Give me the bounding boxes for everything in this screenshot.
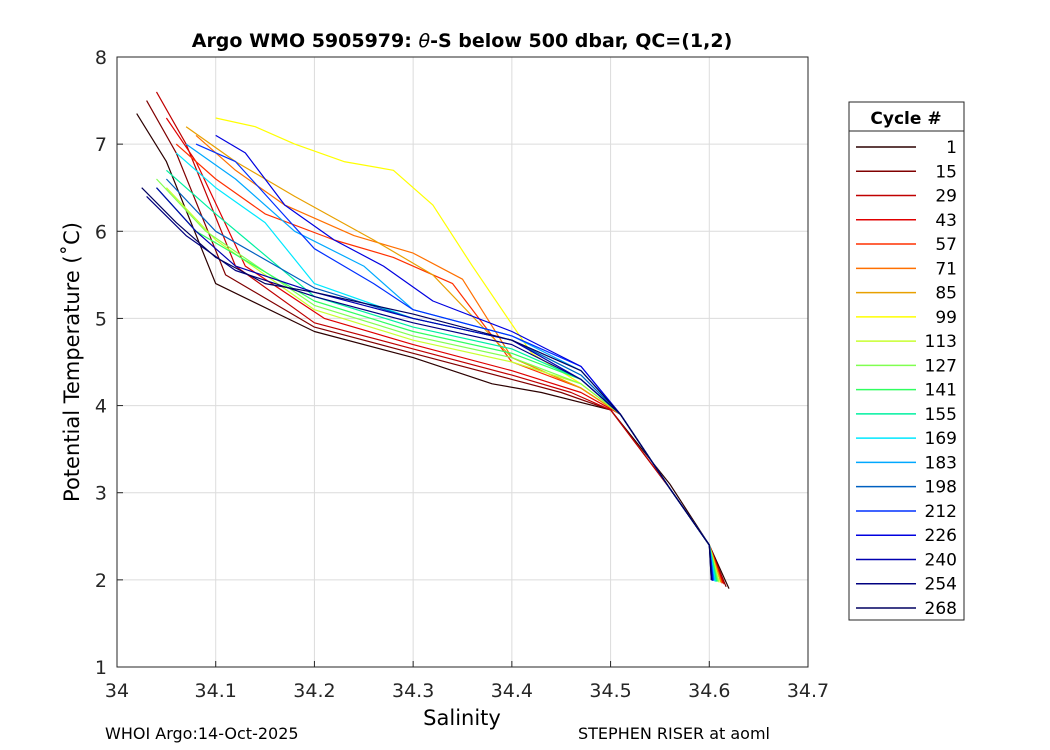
legend-label-cycle-240: 240 [925, 550, 957, 570]
legend: Cycle # 1 15 29 43 57 71 85 99 113 127 141 155 169 18… [848, 101, 965, 621]
legend-label-cycle-183: 183 [925, 453, 957, 473]
x-tick-label: 34.4 [491, 680, 533, 702]
series-line-cycle-212 [195, 143, 714, 581]
legend-label-cycle-254: 254 [925, 575, 957, 595]
legend-label-cycle-268: 268 [925, 599, 957, 619]
x-tick-label: 34.2 [293, 680, 335, 702]
legend-label-cycle-1: 1 [946, 138, 957, 158]
series-line-cycle-268 [141, 187, 712, 580]
y-axis-label: Potential Temperature (˚C) [60, 222, 84, 502]
y-tick-label: 5 [95, 308, 107, 330]
chart-title: Argo WMO 5905979: θ-S below 500 dbar, QC… [192, 30, 733, 52]
legend-label-cycle-141: 141 [925, 381, 957, 401]
y-tick-label: 4 [95, 396, 107, 418]
series-line-cycle-57 [175, 143, 723, 584]
series-line-cycle-113 [165, 187, 720, 582]
series-line-cycle-127 [156, 178, 719, 582]
legend-label-cycle-127: 127 [925, 356, 957, 376]
y-tick-label: 7 [95, 134, 107, 156]
y-tick-label: 2 [95, 570, 107, 592]
legend-label-cycle-169: 169 [925, 429, 957, 449]
legend-label-cycle-155: 155 [925, 405, 957, 425]
plot-area [116, 56, 809, 668]
legend-label-cycle-57: 57 [935, 235, 957, 255]
legend-label-cycle-71: 71 [935, 259, 957, 279]
series-line-cycle-155 [166, 169, 717, 582]
y-tick-label: 8 [95, 47, 107, 69]
x-tick-label: 34 [105, 680, 129, 702]
series-line-cycle-1 [136, 113, 730, 589]
series-line-cycle-183 [185, 143, 715, 581]
legend-label-cycle-198: 198 [925, 478, 957, 498]
series-line-cycle-169 [175, 152, 716, 582]
x-tick-label: 34.7 [787, 680, 829, 702]
y-tick-label: 3 [95, 483, 107, 505]
legend-label-cycle-43: 43 [935, 211, 957, 231]
series-line-cycle-141 [156, 187, 718, 582]
series-line-cycle-198 [165, 178, 714, 581]
y-tick-label: 1 [95, 657, 107, 679]
series-line-cycle-71 [195, 134, 722, 583]
series-line-cycle-99 [215, 117, 720, 583]
legend-label-cycle-15: 15 [935, 162, 957, 182]
footer-right-text: STEPHEN RISER at aoml [578, 724, 770, 743]
legend-label-cycle-113: 113 [925, 332, 957, 352]
legend-label-cycle-85: 85 [935, 284, 957, 304]
legend-label-cycle-99: 99 [935, 308, 957, 328]
series-line-cycle-15 [146, 100, 727, 588]
x-tick-label: 34.6 [688, 680, 730, 702]
legend-entries: 1 15 29 43 57 71 85 99 113 127 141 155 169 183 198 212 2… [856, 138, 957, 619]
series-line-cycle-240 [156, 187, 713, 581]
x-tick-label: 34.5 [589, 680, 631, 702]
legend-label-cycle-226: 226 [925, 526, 957, 546]
series-line-cycle-254 [146, 195, 712, 580]
x-axis-label: Salinity [423, 706, 501, 730]
x-tick-label: 34.3 [392, 680, 434, 702]
legend-label-cycle-29: 29 [935, 187, 957, 207]
x-tick-label: 34.1 [195, 680, 237, 702]
footer-left-text: WHOI Argo:14-Oct-2025 [105, 724, 299, 743]
series-line-cycle-43 [165, 117, 724, 584]
y-tick-label: 6 [95, 221, 107, 243]
legend-title: Cycle # [870, 109, 941, 129]
legend-label-cycle-212: 212 [925, 502, 957, 522]
series-group [136, 91, 730, 589]
legend-box [848, 101, 965, 621]
